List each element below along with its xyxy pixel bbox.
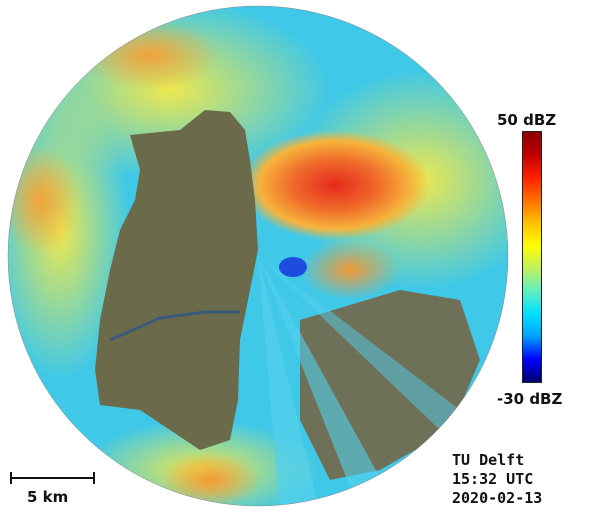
scale-bar-label: 5 km: [27, 488, 69, 506]
clutter-rays-3: [258, 256, 460, 430]
legend-min-label: -30 dBZ: [497, 390, 563, 408]
time-label: 15:32 UTC: [452, 470, 534, 488]
river: [109, 310, 240, 342]
clutter-rays-2: [258, 256, 395, 506]
orange-echo-west: [8, 145, 80, 255]
color-scale-bar: [522, 131, 542, 383]
source-label: TU Delft: [452, 451, 525, 469]
radar-range-circle: [7, 5, 509, 507]
scale-bar: [10, 472, 95, 484]
land-west: [95, 110, 258, 450]
legend-max-label: 50 dBZ: [497, 111, 557, 129]
date-label: 2020-02-13: [452, 489, 543, 507]
blue-spot: [279, 257, 307, 277]
orange-echo-center: [300, 240, 400, 300]
red-echo-core: [240, 130, 430, 240]
orange-echo-south: [160, 452, 260, 506]
clutter-rays: [258, 256, 320, 506]
